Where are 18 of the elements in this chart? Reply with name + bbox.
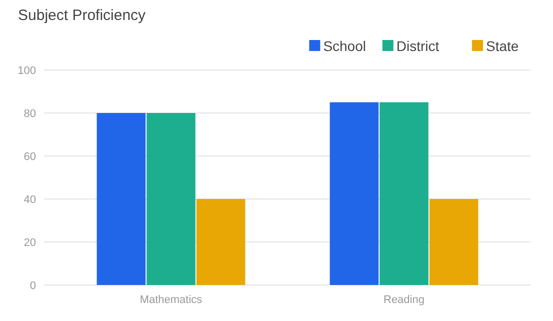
bar (96, 113, 146, 285)
legend-label: State (486, 38, 519, 54)
y-tick-label: 100 (18, 64, 36, 77)
y-tick-label: 20 (24, 236, 36, 249)
y-tick-label: 80 (24, 108, 36, 120)
bar (330, 102, 379, 285)
y-tick-label: 60 (24, 150, 36, 163)
chart-title: Subject Proficiency (18, 7, 146, 24)
x-tick-label: Reading (384, 294, 424, 306)
bar (380, 102, 428, 285)
legend-label: District (396, 38, 440, 54)
legend-label: School (323, 38, 366, 54)
bar (429, 199, 478, 285)
bar (196, 199, 246, 285)
bar (146, 113, 196, 285)
y-tick-label: 40 (24, 194, 36, 206)
x-tick-label: Mathematics (140, 294, 203, 306)
y-tick-label: 0 (30, 280, 36, 292)
